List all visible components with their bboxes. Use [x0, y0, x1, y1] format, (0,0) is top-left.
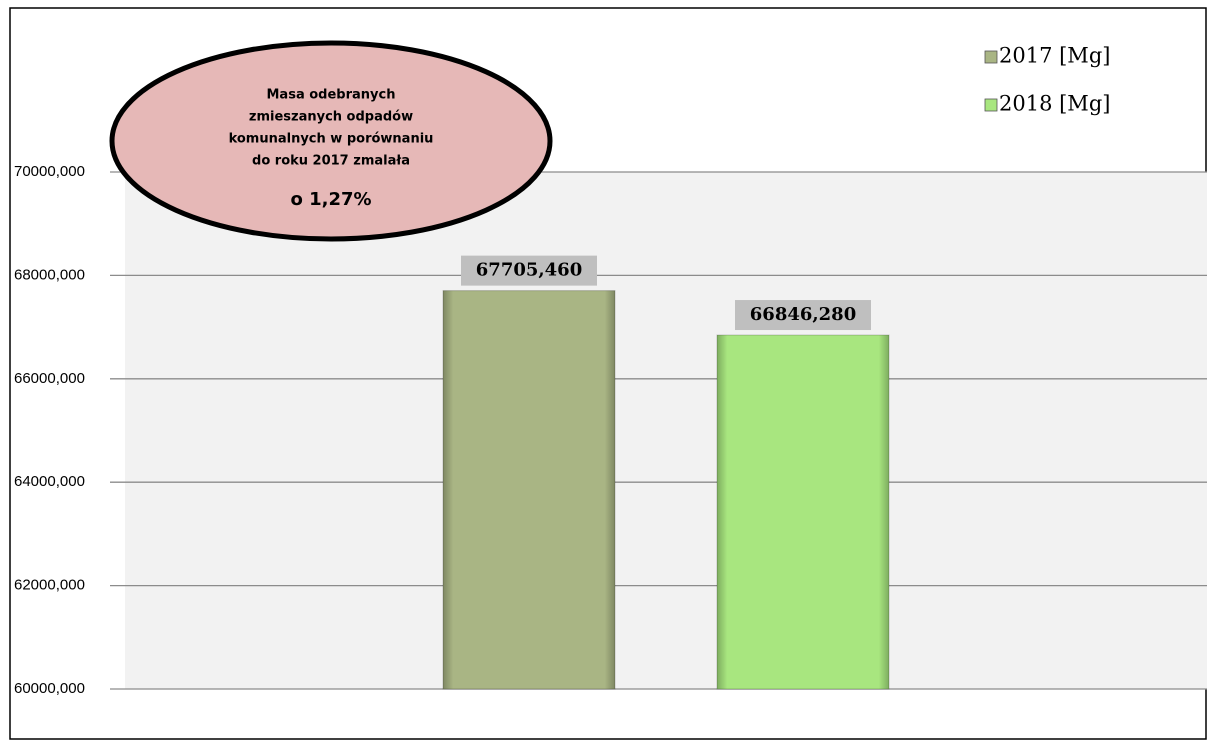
y-tick-label: 68000,000	[14, 266, 85, 283]
annotation-line: Masa odebranych	[267, 88, 396, 103]
value-label: 67705,460	[476, 260, 582, 281]
bar-bevel	[442, 290, 616, 690]
y-tick-label: 62000,000	[14, 577, 85, 594]
annotation-bubble	[109, 40, 553, 242]
y-tick-label: 64000,000	[14, 473, 85, 490]
legend-label: 2018 [Mg]	[999, 92, 1110, 116]
annotation-line: komunalnych w porównaniu	[229, 132, 434, 147]
value-label-box	[461, 255, 597, 286]
legend-swatch	[984, 50, 998, 64]
y-tick-label: 70000,000	[14, 163, 85, 180]
annotation-emphasis: o 1,27%	[290, 189, 371, 210]
value-label-box	[735, 300, 871, 331]
bar-bevel	[716, 334, 890, 690]
legend-swatch	[984, 98, 998, 112]
annotation-line: do roku 2017 zmalała	[252, 154, 410, 169]
y-tick-label: 66000,000	[14, 370, 85, 387]
y-tick-label: 60000,000	[14, 680, 85, 697]
annotation-line: zmieszanych odpadów	[249, 110, 413, 125]
plot-area	[125, 172, 1207, 689]
legend-label: 2017 [Mg]	[999, 44, 1110, 68]
value-label: 66846,280	[750, 304, 856, 325]
